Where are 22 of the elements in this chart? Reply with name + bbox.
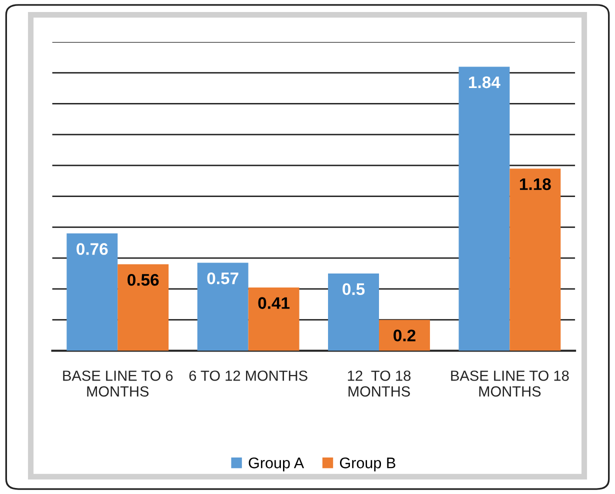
- bar: [197, 262, 248, 351]
- x-tick-label: BASE LINE TO 18 MONTHS: [451, 370, 569, 397]
- data-label: 1.18: [520, 178, 551, 190]
- bar: [328, 274, 379, 351]
- data-label: 0.57: [207, 272, 238, 284]
- bar: [248, 287, 300, 351]
- legend-label: Group A: [248, 458, 304, 472]
- data-label: 0.2: [394, 330, 416, 342]
- bar: [510, 168, 561, 351]
- bar: [66, 233, 118, 351]
- data-label: 0.56: [128, 274, 159, 286]
- x-tick-label: BASE LINE TO 6 MONTHS: [63, 370, 173, 397]
- bar: [378, 320, 430, 351]
- bar: [118, 264, 169, 351]
- data-label: 0.76: [76, 243, 108, 255]
- data-label: 1.84: [469, 76, 500, 88]
- data-label: 0.5: [342, 283, 365, 296]
- x-tick-label: 12 TO 18 MONTHS: [348, 370, 411, 397]
- x-tick-label: 6 TO 12 MONTHS: [189, 370, 308, 381]
- legend-label: Group B: [340, 458, 396, 472]
- bar: [458, 66, 510, 351]
- data-label: 0.41: [258, 297, 290, 309]
